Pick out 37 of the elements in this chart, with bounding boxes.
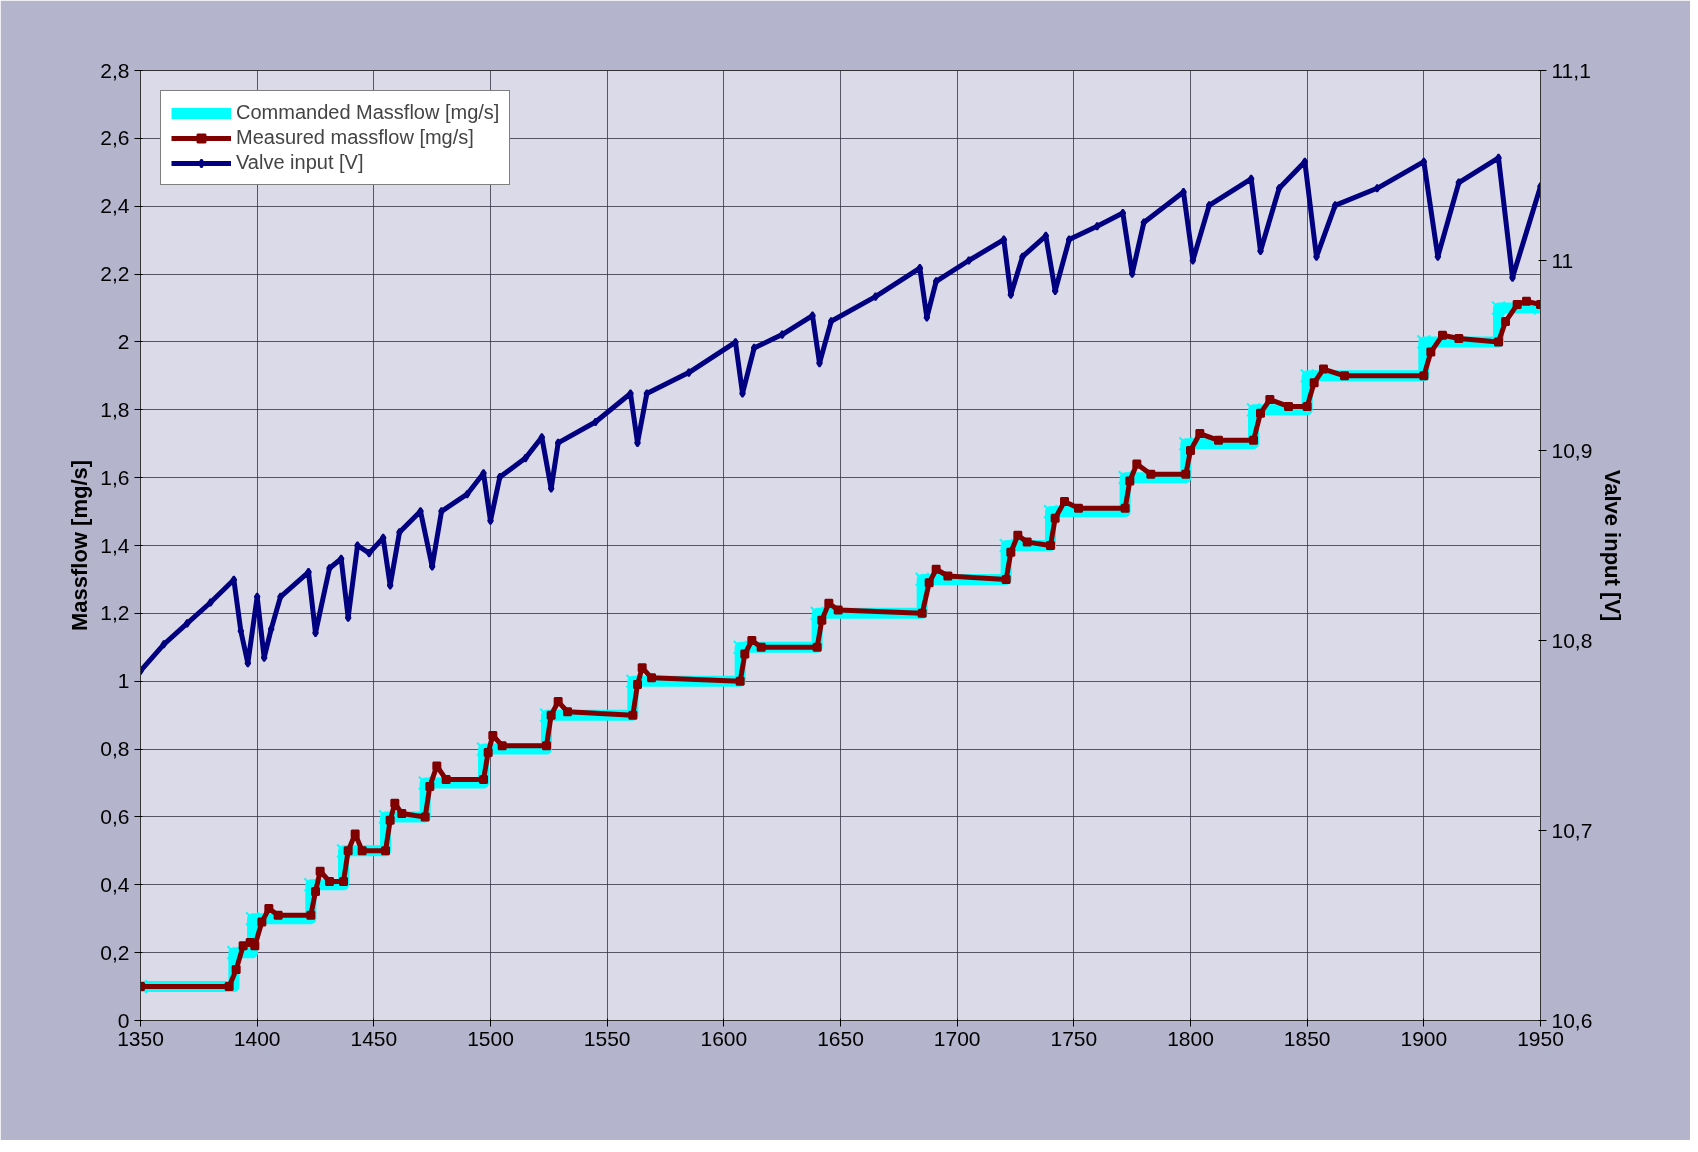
y-tick-label: 0,6: [100, 804, 130, 828]
y2-tick-label: 10,7: [1551, 818, 1593, 842]
x-tick-label: 1800: [1167, 1026, 1214, 1050]
y-tick-label: 1,6: [100, 465, 130, 489]
x-tick-label: 1850: [1283, 1026, 1331, 1050]
y2-tick-label: 10,9: [1551, 438, 1593, 462]
y-tick-label: 2,4: [100, 194, 130, 218]
y-tick-label: 0: [117, 1008, 130, 1032]
legend-label: Valve input [V]: [236, 151, 364, 174]
x-tick-label: 1550: [583, 1026, 631, 1050]
y-tick-label: 0,4: [100, 872, 130, 896]
y-tick-label: 1: [117, 669, 130, 693]
y-tick-label: 0,2: [100, 940, 130, 964]
y-tick-label: 2,8: [100, 58, 130, 82]
legend-label: Commanded Massflow [mg/s]: [236, 101, 500, 124]
y2-tick-label: 10,6: [1551, 1008, 1593, 1032]
x-tick-label: 1650: [817, 1026, 864, 1050]
y2-tick-label: 10,8: [1551, 628, 1593, 652]
x-tick-label: 1750: [1050, 1026, 1098, 1050]
y-tick-label: 1,8: [100, 397, 130, 421]
legend-label: Measured massflow [mg/s]: [236, 126, 474, 149]
y-tick-label: 2: [117, 329, 130, 353]
x-tick-label: 1900: [1400, 1026, 1448, 1050]
x-tick-label: 1600: [700, 1026, 748, 1050]
y2-tick-label: 11,1: [1551, 58, 1591, 82]
y-tick-label: 1,4: [100, 533, 130, 557]
y-tick-label: 2,2: [100, 262, 130, 286]
y2-axis-title: Valve input [V]: [1600, 469, 1626, 622]
y-tick-label: 0,8: [100, 737, 130, 761]
y2-tick-label: 11: [1551, 248, 1574, 272]
x-tick-label: 1450: [350, 1026, 398, 1050]
x-tick-label: 1700: [933, 1026, 981, 1050]
y-axis-title: Massflow [mg/s]: [67, 459, 93, 632]
x-tick-label: 1500: [467, 1026, 514, 1050]
y-tick-label: 2,6: [100, 126, 130, 150]
x-tick-label: 1400: [233, 1026, 281, 1050]
y-tick-label: 1,2: [100, 601, 130, 625]
